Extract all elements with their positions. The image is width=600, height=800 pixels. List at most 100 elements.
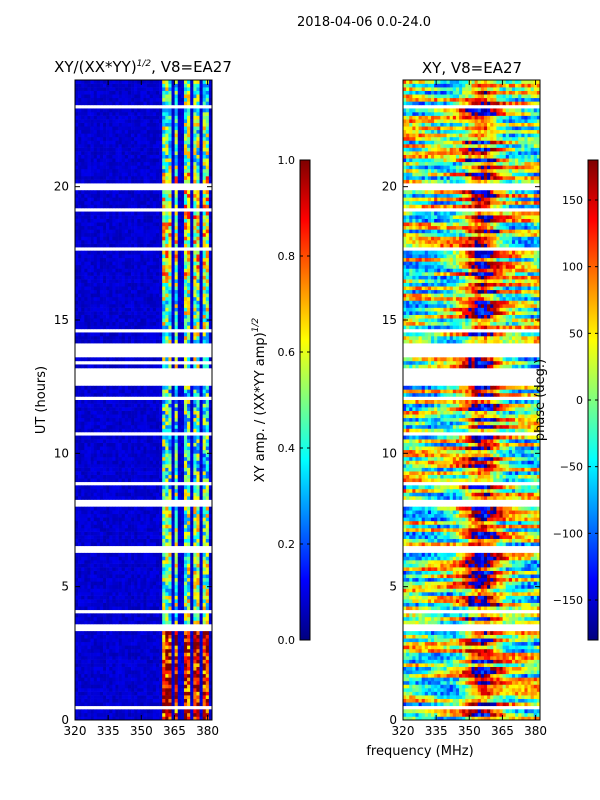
heatmap-cell — [109, 599, 113, 603]
heatmap-cell — [124, 659, 129, 664]
heatmap-cell — [165, 332, 169, 337]
heatmap-cell — [134, 261, 138, 266]
heatmap-cell — [146, 240, 151, 244]
heatmap-cell — [121, 588, 126, 593]
heatmap-cell — [109, 542, 113, 547]
heatmap-cell — [190, 272, 194, 276]
heatmap-cell — [81, 286, 85, 291]
heatmap-cell — [99, 645, 104, 650]
heatmap-cell — [202, 304, 207, 308]
heatmap-cell — [87, 240, 91, 244]
heatmap-cell — [87, 695, 91, 699]
heatmap-cell — [124, 293, 129, 298]
heatmap-cell — [149, 616, 154, 621]
heatmap-cell — [174, 648, 179, 653]
heatmap-cell — [187, 332, 191, 337]
heatmap-cell — [146, 538, 151, 543]
heatmap-cell — [81, 275, 85, 280]
heatmap-cell — [140, 538, 144, 543]
heatmap-cell — [199, 296, 203, 301]
heatmap-cell — [208, 272, 213, 276]
heatmap-cell — [124, 620, 129, 625]
heatmap-cell — [159, 556, 163, 561]
heatmap-cell — [149, 464, 154, 468]
heatmap-cell — [140, 471, 144, 475]
heatmap-cell — [187, 588, 191, 593]
heatmap-cell — [165, 488, 169, 493]
heatmap-cell — [103, 631, 107, 635]
heatmap-cell — [84, 570, 88, 575]
heatmap-cell — [99, 606, 104, 611]
heatmap-cell — [152, 592, 157, 596]
heatmap-cell — [180, 648, 185, 653]
heatmap-cell — [146, 616, 151, 621]
heatmap-cell — [75, 336, 79, 340]
heatmap-cell — [143, 560, 147, 564]
heatmap-cell — [140, 336, 144, 340]
heatmap-cell — [124, 552, 129, 557]
heatmap-cell — [208, 403, 213, 408]
heatmap-cell — [106, 695, 110, 699]
heatmap-cell — [75, 325, 79, 330]
heatmap-cell — [127, 456, 132, 461]
heatmap-cell — [84, 567, 88, 571]
heatmap-cell — [168, 524, 172, 529]
heatmap-cell — [99, 424, 104, 429]
heatmap-cell — [75, 691, 79, 696]
heatmap-cell — [134, 364, 138, 369]
heatmap-cell — [127, 254, 132, 259]
heatmap-cell — [81, 506, 85, 511]
heatmap-cell — [180, 698, 185, 703]
heatmap-cell — [127, 357, 132, 362]
heatmap-cell — [134, 588, 138, 593]
heatmap-cell — [180, 264, 185, 269]
heatmap-cell — [106, 357, 110, 362]
heatmap-cell — [106, 456, 110, 461]
heatmap-cell — [124, 663, 129, 667]
heatmap-cell — [149, 275, 154, 280]
heatmap-cell — [187, 257, 191, 262]
heatmap-cell — [112, 673, 116, 678]
heatmap-cell — [112, 403, 116, 408]
heatmap-cell — [205, 311, 210, 315]
heatmap-cell — [106, 506, 110, 511]
heatmap-cell — [84, 510, 88, 515]
heatmap-cell — [152, 264, 157, 269]
heatmap-cell — [127, 492, 132, 497]
heatmap-cell — [127, 645, 132, 650]
heatmap-cell — [199, 467, 203, 472]
heatmap-cell — [127, 421, 132, 426]
heatmap-cell — [93, 680, 98, 685]
heatmap-cell — [87, 286, 91, 291]
heatmap-cell — [196, 567, 200, 571]
heatmap-cell — [180, 460, 185, 465]
heatmap-cell — [131, 620, 135, 625]
heatmap-cell — [155, 417, 160, 422]
heatmap-cell — [143, 488, 147, 493]
heatmap-cell — [180, 702, 185, 707]
heatmap-cell — [75, 641, 79, 646]
heatmap-cell — [196, 659, 200, 664]
heatmap-cell — [112, 510, 116, 515]
heatmap-cell — [137, 656, 141, 660]
heatmap-cell — [121, 307, 126, 312]
heatmap-cell — [171, 314, 175, 319]
heatmap-cell — [174, 524, 179, 529]
heatmap-cell — [96, 616, 101, 621]
heatmap-cell — [162, 243, 166, 248]
heatmap-cell — [137, 286, 141, 291]
heatmap-cell — [106, 467, 110, 472]
heatmap-cell — [96, 464, 101, 468]
heatmap-cell — [106, 268, 110, 273]
heatmap-cell — [162, 403, 166, 408]
heatmap-cell — [174, 264, 179, 269]
heatmap-cell — [174, 663, 179, 667]
heatmap-cell — [103, 524, 107, 529]
heatmap-cell — [146, 474, 151, 479]
heatmap-cell — [180, 314, 185, 319]
heatmap-cell — [162, 488, 166, 493]
heatmap-cell — [183, 304, 188, 308]
heatmap-cell — [208, 606, 213, 611]
heatmap-cell — [106, 446, 110, 451]
heatmap-cell — [131, 318, 135, 323]
